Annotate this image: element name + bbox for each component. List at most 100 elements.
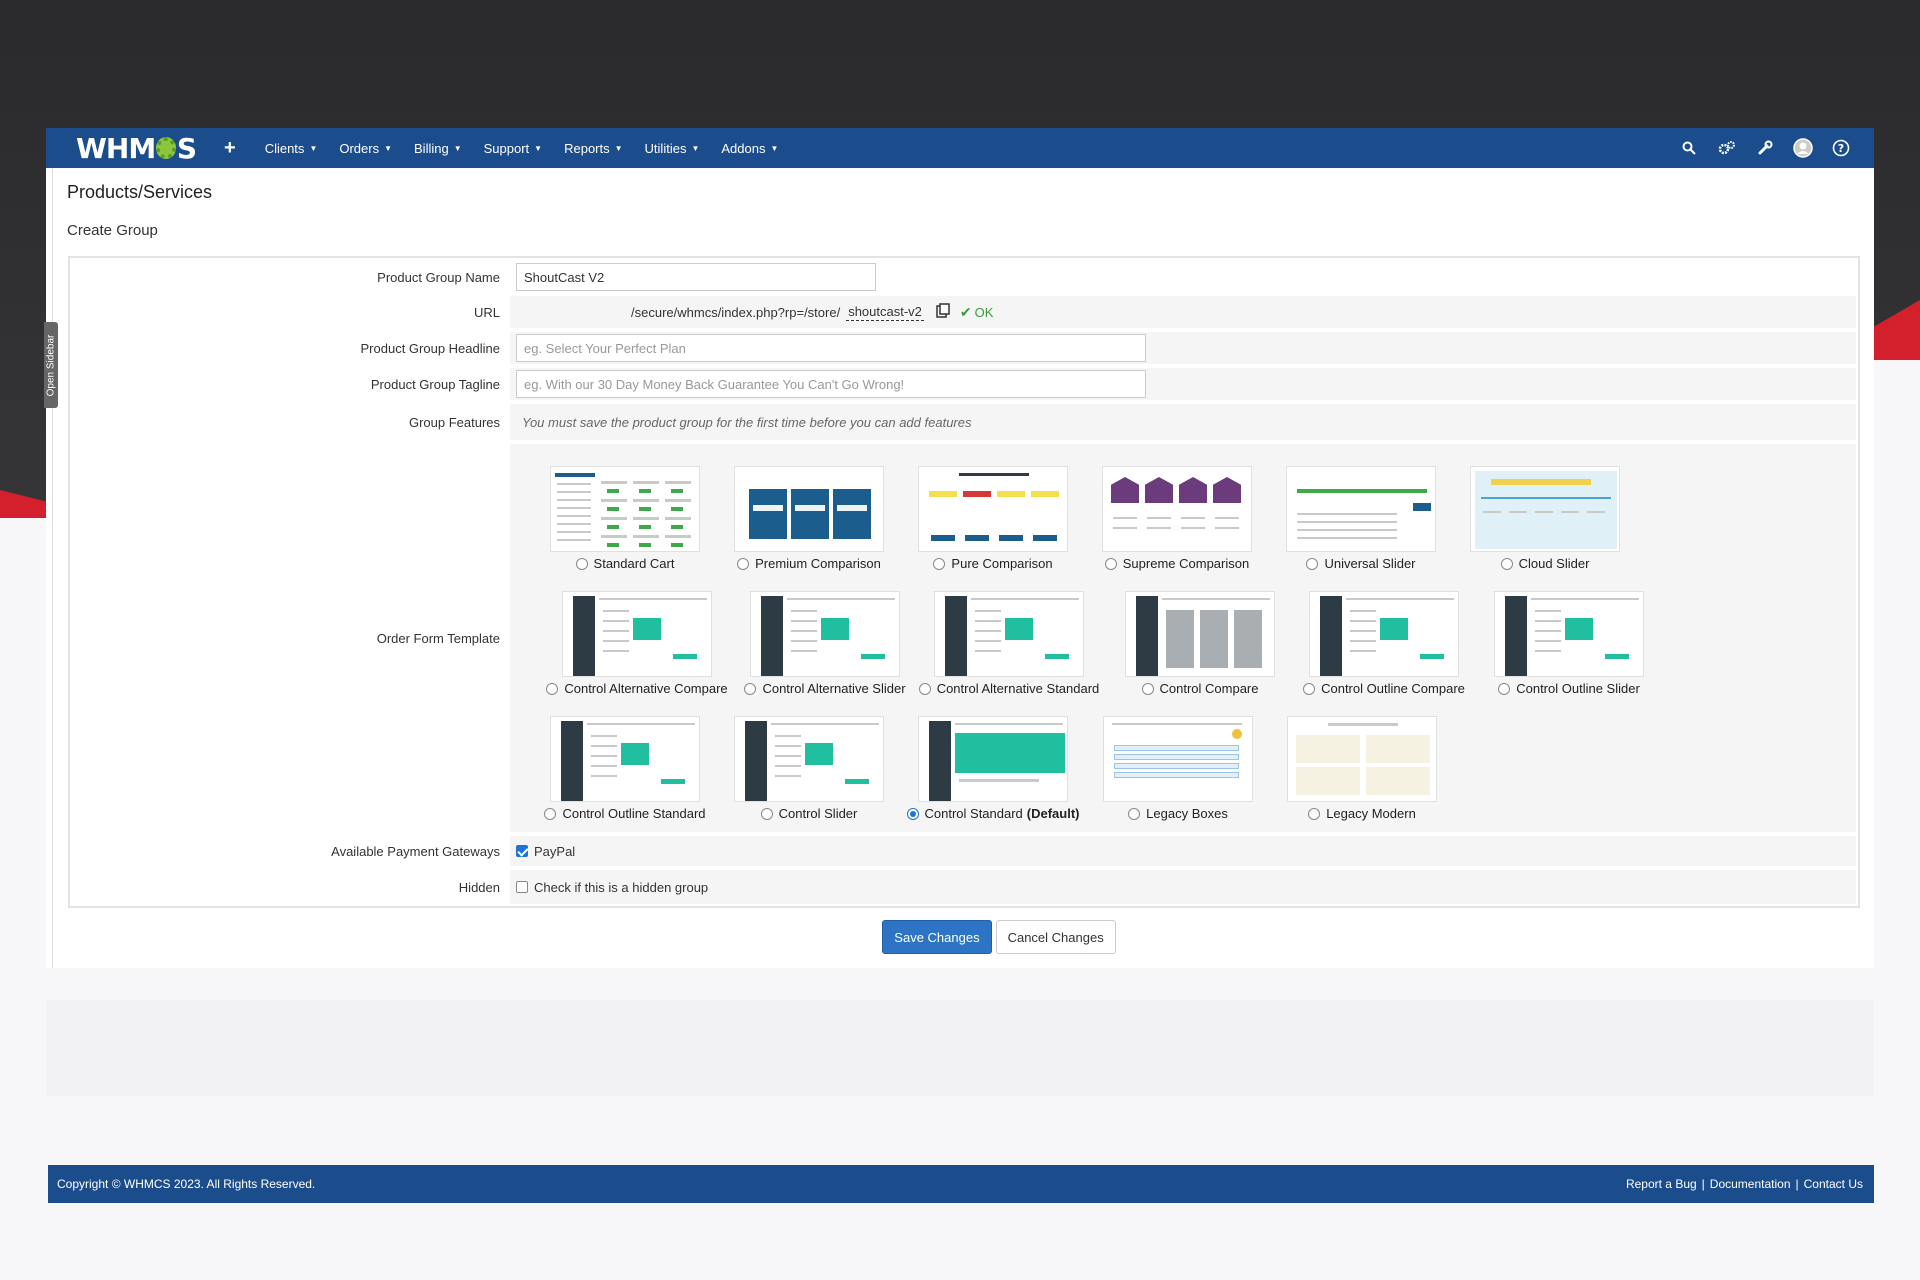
template-thumbnail[interactable] — [1494, 591, 1644, 677]
nav-menu-reports[interactable]: Reports ▼ — [564, 140, 623, 156]
template-option-control-slider[interactable]: Control Slider — [704, 716, 914, 821]
template-radio[interactable] — [737, 557, 750, 570]
template-thumbnail[interactable] — [734, 716, 884, 802]
thumbnail-shape — [633, 535, 659, 538]
caret-down-icon: ▼ — [614, 143, 623, 153]
thumbnail-shape — [1114, 754, 1239, 760]
template-option-universal-slider[interactable]: Universal Slider — [1256, 466, 1466, 571]
nav-menu-orders[interactable]: Orders ▼ — [339, 140, 393, 156]
template-option-control-alternative-standard[interactable]: Control Alternative Standard — [904, 591, 1114, 696]
wrench-icon[interactable] — [1746, 128, 1784, 168]
row-order-form-template: Order Form Template Standard Cart Premium… — [70, 444, 1858, 834]
template-radio[interactable] — [1500, 557, 1513, 570]
template-thumbnail[interactable] — [550, 466, 700, 552]
template-radio[interactable] — [544, 807, 557, 820]
caret-down-icon: ▼ — [534, 143, 543, 153]
template-radio[interactable] — [918, 682, 931, 695]
template-option-legacy-boxes[interactable]: Legacy Boxes — [1073, 716, 1283, 821]
template-thumbnail[interactable] — [734, 466, 884, 552]
save-changes-button[interactable]: Save Changes — [882, 920, 992, 954]
help-icon[interactable]: ? — [1822, 128, 1860, 168]
thumbnail-shape — [975, 650, 1001, 652]
template-radio[interactable] — [1306, 557, 1319, 570]
thumbnail-shape — [1166, 610, 1194, 668]
template-radio[interactable] — [744, 682, 757, 695]
thumbnail-shape — [671, 507, 683, 511]
template-thumbnail[interactable] — [1287, 716, 1437, 802]
template-radio[interactable] — [933, 557, 946, 570]
template-thumbnail[interactable] — [1470, 466, 1620, 552]
row-group-name: Product Group Name — [70, 262, 1858, 294]
template-radio[interactable] — [760, 807, 773, 820]
template-thumbnail[interactable] — [1309, 591, 1459, 677]
copy-icon[interactable] — [936, 303, 950, 321]
nav-menu-billing[interactable]: Billing ▼ — [414, 140, 462, 156]
template-option-control-outline-compare[interactable]: Control Outline Compare — [1279, 591, 1489, 696]
nav-menu-support[interactable]: Support ▼ — [483, 140, 543, 156]
thumbnail-shape — [633, 618, 661, 640]
documentation-link[interactable]: Documentation — [1709, 1177, 1791, 1191]
template-option-control-alternative-compare[interactable]: Control Alternative Compare — [532, 591, 742, 696]
report-bug-link[interactable]: Report a Bug — [1625, 1177, 1697, 1191]
cancel-changes-button[interactable]: Cancel Changes — [995, 920, 1116, 954]
template-radio[interactable] — [1141, 682, 1154, 695]
template-option-cloud-slider[interactable]: Cloud Slider — [1440, 466, 1650, 571]
nav-menu-clients[interactable]: Clients ▼ — [264, 140, 318, 156]
thumbnail-shape — [1366, 735, 1430, 763]
template-thumbnail[interactable] — [1125, 591, 1275, 677]
template-option-control-alternative-slider[interactable]: Control Alternative Slider — [720, 591, 930, 696]
tagline-input[interactable] — [516, 370, 1146, 398]
template-radio[interactable] — [546, 682, 559, 695]
template-option-control-compare[interactable]: Control Compare — [1095, 591, 1305, 696]
template-radio[interactable] — [1303, 682, 1316, 695]
template-radio[interactable] — [1104, 557, 1117, 570]
thumbnail-shape — [791, 630, 817, 632]
contact-us-link[interactable]: Contact Us — [1803, 1177, 1863, 1191]
url-slug-editable[interactable]: shoutcast-v2 — [846, 303, 924, 321]
thumbnail-shape — [1147, 527, 1171, 529]
search-icon[interactable] — [1670, 128, 1708, 168]
template-option-premium-comparison[interactable]: Premium Comparison — [704, 466, 914, 571]
template-thumbnail[interactable] — [1286, 466, 1436, 552]
template-option-control-outline-standard[interactable]: Control Outline Standard — [520, 716, 730, 821]
user-avatar-icon[interactable] — [1784, 128, 1822, 168]
template-thumbnail[interactable] — [1103, 716, 1253, 802]
thumbnail-shape — [1509, 511, 1527, 513]
template-option-control-standard[interactable]: Control Standard (Default) — [888, 716, 1098, 821]
template-thumbnail[interactable] — [750, 591, 900, 677]
headline-input[interactable] — [516, 334, 1146, 362]
thumbnail-shape — [601, 481, 627, 484]
nav-menu-addons[interactable]: Addons ▼ — [721, 140, 779, 156]
template-radio[interactable] — [575, 557, 588, 570]
nav-menu-utilities[interactable]: Utilities ▼ — [644, 140, 700, 156]
footer-links: Report a Bug | Documentation | Contact U… — [1626, 1177, 1863, 1191]
gears-icon[interactable] — [1708, 128, 1746, 168]
template-option-supreme-comparison[interactable]: Supreme Comparison — [1072, 466, 1282, 571]
template-thumbnail[interactable] — [918, 716, 1068, 802]
group-name-input[interactable] — [516, 263, 876, 291]
template-thumbnail[interactable] — [550, 716, 700, 802]
whmcs-logo[interactable]: WHM S — [76, 131, 197, 165]
template-radio[interactable] — [1128, 807, 1141, 820]
row-tagline: Product Group Tagline — [70, 368, 1858, 402]
open-sidebar-toggle[interactable]: Open Sidebar — [44, 322, 58, 408]
hidden-checkbox[interactable] — [516, 881, 528, 893]
template-radio[interactable] — [1308, 807, 1321, 820]
thumbnail-shape — [945, 596, 967, 676]
template-option-legacy-modern[interactable]: Legacy Modern — [1257, 716, 1467, 821]
paypal-checkbox[interactable] — [516, 845, 528, 857]
template-option-pure-comparison[interactable]: Pure Comparison — [888, 466, 1098, 571]
template-thumbnail[interactable] — [1102, 466, 1252, 552]
template-option-standard-cart[interactable]: Standard Cart — [520, 466, 730, 571]
template-option-control-outline-slider[interactable]: Control Outline Slider — [1464, 591, 1674, 696]
quick-add-button[interactable]: + — [224, 136, 236, 159]
template-thumbnail[interactable] — [918, 466, 1068, 552]
template-radio[interactable] — [906, 807, 919, 820]
template-thumbnail[interactable] — [934, 591, 1084, 677]
template-thumbnail[interactable] — [562, 591, 712, 677]
template-radio[interactable] — [1498, 682, 1511, 695]
thumbnail-shape — [665, 535, 691, 538]
thumbnail-shape — [1535, 650, 1561, 652]
thumbnail-shape — [1113, 527, 1137, 529]
thumbnail-shape — [599, 598, 707, 600]
